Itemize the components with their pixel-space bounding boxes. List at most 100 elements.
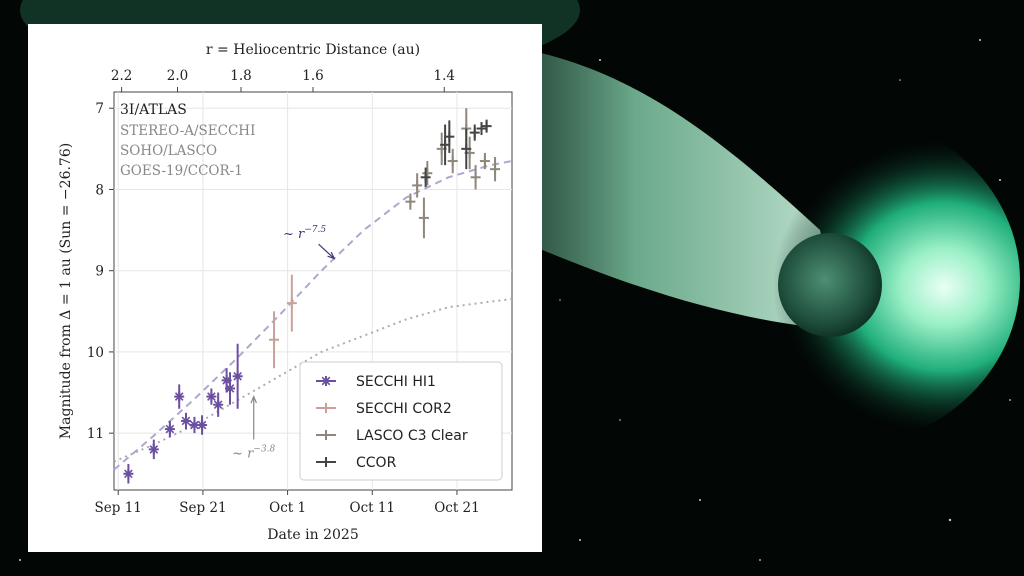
- series-secchi-hi1: [123, 343, 243, 484]
- marker-stroke: [165, 424, 175, 434]
- point-marker: [269, 334, 280, 345]
- legend-entry: SECCHI HI1: [316, 374, 436, 390]
- legend-marker: [321, 376, 331, 386]
- data-points: [123, 108, 501, 484]
- point-marker: [225, 383, 236, 394]
- data-point: [180, 412, 191, 430]
- axes: Sep 11 Sep 21 Oct 1 Oct 11 Oct 21 2.2 2.0 1.8 1.…: [87, 68, 480, 516]
- legend-marker: [321, 457, 331, 467]
- data-point: [418, 197, 429, 239]
- point-marker: [232, 371, 243, 382]
- top-tick-label: 1.8: [230, 68, 251, 84]
- point-marker: [412, 180, 423, 191]
- instrument-label-stereo: STEREO-A/SECCHI: [120, 123, 255, 139]
- annotation-arrowhead: [327, 251, 336, 260]
- point-marker: [123, 468, 134, 479]
- data-point: [405, 193, 416, 210]
- legend-label: SECCHI HI1: [356, 374, 436, 390]
- instrument-label-goes: GOES-19/CCOR-1: [120, 163, 243, 179]
- marker-stroke: [174, 392, 184, 401]
- point-marker: [197, 420, 208, 431]
- light-curve-chart: ~ r−7.5~ r−3.8 Sep 11 Sep 21 Oct 1 Oct 11 Oc…: [58, 42, 513, 543]
- data-point: [469, 124, 480, 141]
- top-tick-label: 2.2: [111, 68, 132, 84]
- data-point: [470, 165, 481, 190]
- instrument-label-soho: SOHO/LASCO: [120, 143, 217, 159]
- top-tick-label: 2.0: [167, 68, 188, 84]
- data-point: [174, 384, 185, 409]
- legend-box: [299, 361, 503, 481]
- legend-label: LASCO C3 Clear: [356, 428, 468, 444]
- marker-stroke: [225, 384, 235, 393]
- point-marker: [469, 127, 480, 138]
- y-tick-label: 8: [95, 182, 104, 198]
- x-tick-label: Oct 11: [350, 500, 396, 516]
- y-tick-label: 10: [87, 345, 104, 361]
- point-marker: [164, 424, 175, 435]
- marker-stroke: [124, 469, 133, 479]
- marker-stroke: [213, 400, 223, 410]
- legend-marker: [321, 403, 331, 413]
- point-marker: [213, 399, 224, 410]
- data-point: [232, 343, 243, 409]
- point-marker: [447, 156, 458, 167]
- data-point: [189, 416, 200, 434]
- data-point: [206, 388, 217, 405]
- legend-entry: CCOR: [316, 455, 397, 471]
- marker-stroke: [233, 371, 242, 381]
- legend-marker: [321, 430, 331, 440]
- marker-stroke: [181, 416, 191, 426]
- point-marker: [180, 415, 191, 426]
- point-marker: [418, 212, 429, 223]
- data-point: [197, 415, 208, 435]
- model-curve-dashed: [113, 160, 513, 471]
- grid-lines: [114, 92, 512, 490]
- point-marker: [206, 391, 217, 402]
- data-point: [447, 148, 458, 174]
- point-marker: [174, 391, 185, 402]
- y-tick-label: 11: [87, 426, 104, 442]
- point-marker: [405, 196, 416, 207]
- y-axis-label: Magnitude from Δ = 1 au (Sun = −26.76): [58, 143, 74, 439]
- annotation-exponent: −7.5: [304, 225, 326, 235]
- data-point: [420, 167, 431, 188]
- top-tick-label: 1.6: [302, 68, 323, 84]
- series-ccor: [420, 119, 492, 188]
- legend: SECCHI HI1 SECCHI COR2 LASCO C3 Clear CCOR: [299, 361, 503, 481]
- point-marker: [479, 156, 490, 167]
- point-marker: [470, 172, 481, 183]
- series-secchi-cor2: [269, 274, 297, 369]
- point-marker: [148, 444, 159, 455]
- y-tick-label: 7: [95, 101, 104, 117]
- top-tick-label: 1.4: [434, 68, 455, 84]
- data-point: [123, 464, 134, 484]
- legend-label: SECCHI COR2: [356, 401, 452, 417]
- data-point: [481, 119, 492, 133]
- marker-stroke: [149, 445, 159, 454]
- annotation-arrowhead: [250, 395, 258, 404]
- object-label: 3I/ATLAS: [120, 102, 187, 118]
- model-curve-dotted: [113, 298, 513, 463]
- marker-stroke: [321, 376, 331, 386]
- chart-panel: ~ r−7.5 ~ r−3.8 Sep 11 Sep 21 Oct 1 Oct 11 Oc…: [28, 24, 542, 552]
- data-point: [479, 152, 490, 170]
- legend-label: CCOR: [356, 455, 397, 471]
- marker-stroke: [207, 392, 216, 401]
- data-point: [461, 128, 472, 170]
- point-marker: [286, 298, 297, 309]
- annotation-exponent: −3.8: [253, 444, 275, 454]
- point-marker: [461, 143, 472, 154]
- point-marker: [481, 121, 492, 132]
- point-marker: [490, 164, 501, 175]
- data-point: [476, 122, 487, 136]
- annotation-arrow: [318, 243, 335, 259]
- top-axis-label: r = Heliocentric Distance (au): [206, 42, 420, 58]
- data-point: [164, 420, 175, 438]
- marker-stroke: [190, 420, 199, 430]
- point-marker: [444, 131, 455, 142]
- data-point: [269, 311, 280, 369]
- data-point: [148, 439, 159, 460]
- point-marker: [476, 123, 487, 134]
- data-point: [213, 392, 224, 417]
- x-axis-label: Date in 2025: [267, 527, 359, 543]
